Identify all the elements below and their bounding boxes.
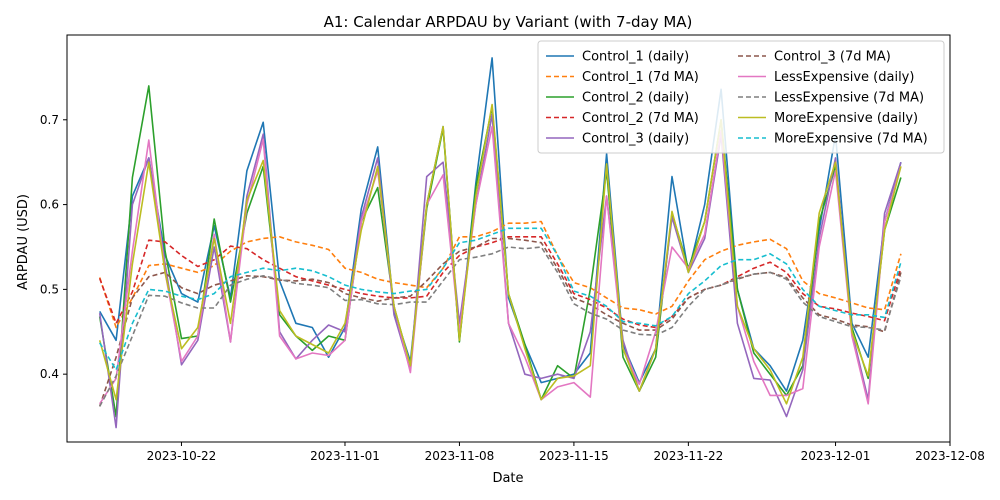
y-tick-label: 0.6 [40, 198, 59, 212]
chart-title: A1: Calendar ARPDAU by Variant (with 7-d… [324, 13, 693, 31]
legend-label-7: LessExpensive (7d MA) [774, 91, 924, 106]
y-tick-label: 0.4 [40, 367, 59, 381]
plot-frame [66, 34, 951, 443]
legend-label-8: MoreExpensive (daily) [774, 111, 918, 126]
series-line-3 [98, 236, 902, 329]
y-tick-label: 0.5 [40, 282, 59, 296]
legend: Control_1 (daily) Control_1 (7d MA) Contro… [537, 40, 945, 154]
x-tick-label: 2023-11-01 [310, 449, 380, 463]
series-line-8 [98, 103, 902, 405]
legend-label-5: Control_3 (7d MA) [774, 50, 891, 65]
series-lines [98, 57, 902, 429]
series-line-9 [99, 227, 902, 371]
x-tick-label: 2023-12-08 [915, 449, 985, 463]
legend-label-6: LessExpensive (daily) [774, 70, 914, 85]
x-tick-label: 2023-11-15 [539, 449, 609, 463]
series-line-7 [98, 246, 902, 407]
legend-label-3: Control_2 (7d MA) [582, 111, 699, 126]
x-ticks: 2023-10-22 2023-11-01 2023-11-08 2023-11-15… [147, 442, 985, 463]
legend-label-2: Control_2 (daily) [582, 91, 689, 106]
x-tick-label: 2023-11-22 [653, 449, 723, 463]
y-tick-label: 0.7 [40, 113, 59, 127]
series-line-6 [99, 125, 902, 405]
legend-label-0: Control_1 (daily) [582, 50, 689, 65]
x-axis-label: Date [492, 471, 523, 486]
legend-label-4: Control_3 (daily) [582, 132, 689, 147]
x-tick-label: 2023-12-01 [801, 449, 871, 463]
x-tick-label: 2023-11-08 [425, 449, 495, 463]
series-line-5 [98, 237, 902, 407]
x-tick-label: 2023-10-22 [147, 449, 217, 463]
y-axis-label: ARPDAU (USD) [16, 194, 31, 290]
legend-label-1: Control_1 (7d MA) [582, 70, 699, 85]
y-ticks: 0.4 0.5 0.6 0.7 [40, 113, 67, 381]
legend-label-9: MoreExpensive (7d MA) [774, 132, 928, 147]
